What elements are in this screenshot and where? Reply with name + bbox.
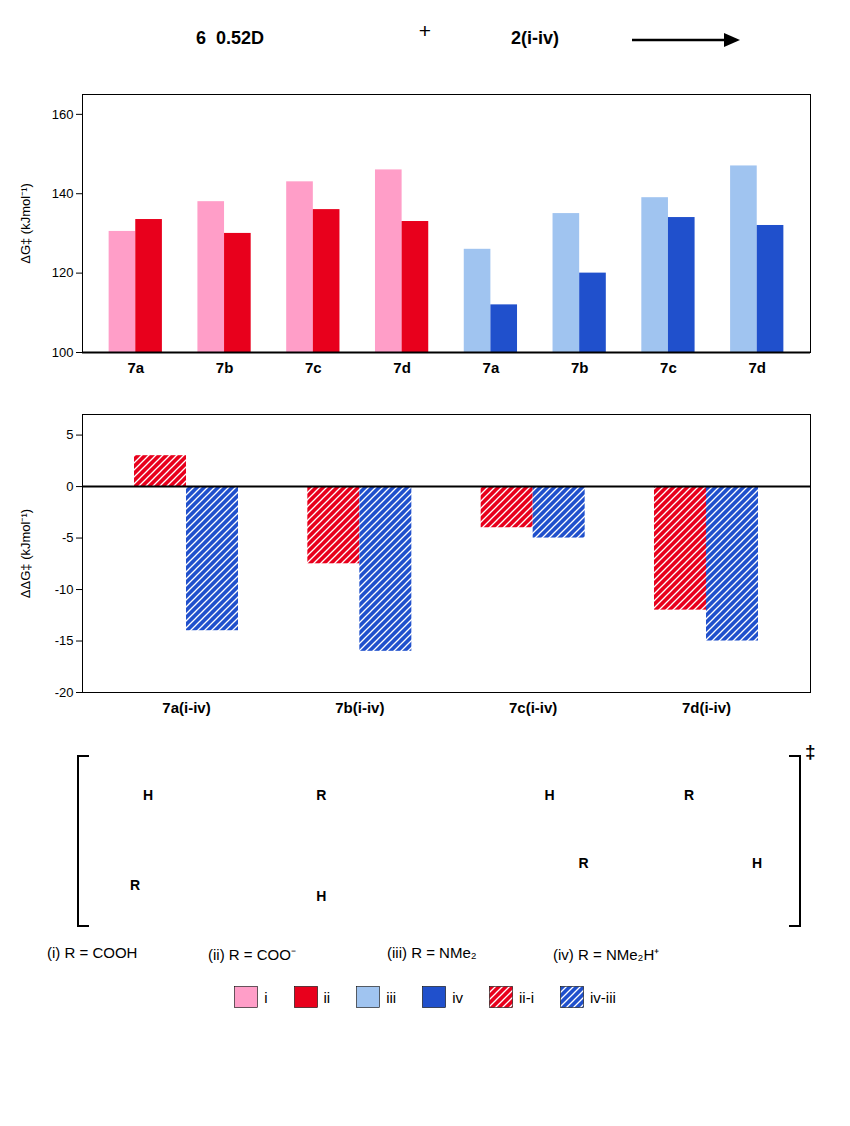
svg-text:2(i-iv): 2(i-iv) (511, 28, 559, 48)
svg-text:7a: 7a (483, 359, 500, 376)
svg-text:140: 140 (52, 186, 74, 201)
svg-text:160: 160 (52, 107, 74, 122)
svg-text:+: + (419, 19, 431, 42)
svg-text:7a(i-iv): 7a(i-iv) (162, 699, 210, 716)
html-text:ii: ii (323, 988, 331, 1006)
svg-text:7d: 7d (748, 359, 766, 376)
html-text:i: i (264, 988, 268, 1006)
svg-text:R: R (130, 877, 140, 893)
svg-text:H: H (752, 855, 762, 871)
svg-text:-10: -10 (55, 582, 74, 597)
svg-text:R: R (579, 855, 589, 871)
svg-text:7d: 7d (393, 359, 411, 376)
svg-text:‡: ‡ (805, 741, 816, 762)
svg-text:ΔG‡ (kJmol⁻¹): ΔG‡ (kJmol⁻¹) (18, 183, 33, 264)
svg-text:7d(i-iv): 7d(i-iv) (682, 699, 731, 716)
html-text:(i) R = COOH: (i) R = COOH (47, 944, 138, 961)
svg-text:R: R (316, 787, 326, 803)
html-text:ii-i: ii-i (519, 988, 534, 1006)
svg-text:7b: 7b (571, 359, 589, 376)
svg-text:5: 5 (66, 427, 73, 442)
svg-text:0: 0 (66, 479, 73, 494)
svg-text:6 0.52D: 6 0.52D (196, 28, 264, 48)
svg-text:R: R (684, 787, 694, 803)
svg-text:120: 120 (52, 265, 74, 280)
svg-text:ΔΔG‡ (kJmol⁻¹): ΔΔG‡ (kJmol⁻¹) (18, 509, 33, 598)
svg-text:7c: 7c (305, 359, 322, 376)
html-text:(ii) R = COO⁻: (ii) R = COO⁻ (208, 946, 296, 963)
html-text:iv: iv (452, 988, 463, 1006)
svg-text:-15: -15 (55, 633, 74, 648)
html-text:(iv) R = NMe₂H⁺: (iv) R = NMe₂H⁺ (553, 946, 660, 963)
svg-text:100: 100 (52, 345, 74, 360)
svg-text:-5: -5 (62, 530, 74, 545)
svg-text:7c(i-iv): 7c(i-iv) (509, 699, 557, 716)
html-text:iii: iii (386, 988, 397, 1006)
svg-text:-20: -20 (55, 685, 74, 700)
svg-text:7a: 7a (127, 359, 144, 376)
svg-text:7b: 7b (216, 359, 234, 376)
svg-text:H: H (545, 787, 555, 803)
svg-text:H: H (316, 888, 326, 904)
html-text:iv-iii: iv-iii (590, 988, 616, 1006)
svg-text:7b(i-iv): 7b(i-iv) (335, 699, 384, 716)
svg-text:H: H (143, 787, 153, 803)
html-text:(iii) R = NMe₂: (iii) R = NMe₂ (387, 944, 477, 961)
svg-text:7c: 7c (660, 359, 677, 376)
